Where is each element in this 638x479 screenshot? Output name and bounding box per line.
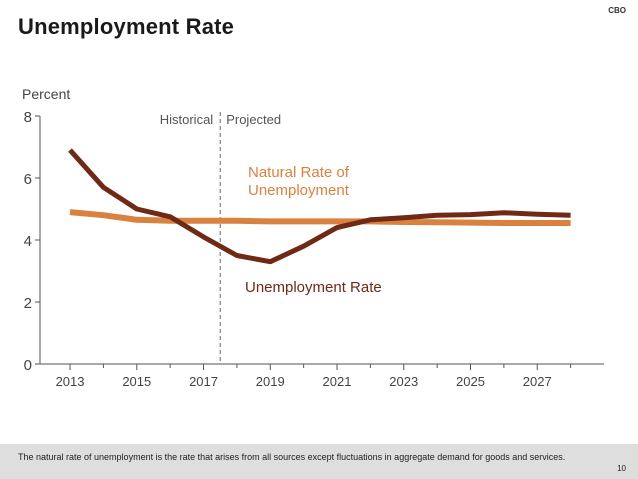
- y-tick-label: 6: [24, 171, 32, 188]
- x-tick-label: 2021: [323, 374, 352, 389]
- y-axis-label: Percent: [22, 86, 70, 102]
- projected-label: Projected: [226, 112, 281, 127]
- footer-bar: The natural rate of unemployment is the …: [0, 444, 638, 479]
- x-tick-label: 2023: [389, 374, 418, 389]
- x-tick-label: 2019: [256, 374, 285, 389]
- x-tick-label: 2027: [523, 374, 552, 389]
- natural-rate-label: Unemployment: [248, 182, 350, 199]
- historical-label: Historical: [160, 112, 214, 127]
- page-number: 10: [617, 464, 626, 473]
- x-tick-label: 2025: [456, 374, 485, 389]
- natural-rate-line: [69, 209, 571, 226]
- x-tick-label: 2013: [56, 374, 85, 389]
- unemployment-chart: Percent 0 2 4 6 8 2013 2015 2017 2019 2021 2023 202…: [22, 86, 604, 389]
- brand-label: CBO: [608, 6, 626, 15]
- unemployment-rate-label: Unemployment Rate: [245, 279, 382, 296]
- natural-rate-label: Natural Rate of: [248, 164, 350, 181]
- y-tick-label: 0: [24, 357, 32, 374]
- slide-title: Unemployment Rate: [18, 14, 235, 39]
- y-tick-label: 8: [24, 109, 32, 126]
- unemployment-rate-line: [68, 148, 571, 265]
- y-tick-label: 2: [24, 295, 32, 312]
- x-tick-label: 2015: [122, 374, 151, 389]
- y-tick-label: 4: [24, 233, 32, 250]
- footnote: The natural rate of unemployment is the …: [18, 452, 566, 462]
- x-tick-label: 2017: [189, 374, 218, 389]
